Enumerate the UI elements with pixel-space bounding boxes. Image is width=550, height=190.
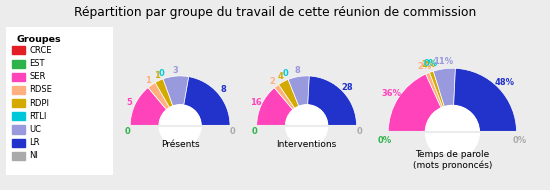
Text: 1: 1 [145,75,151,85]
Text: RDPI: RDPI [29,99,49,108]
Bar [12,99,25,107]
Text: LR: LR [29,138,40,147]
Bar [12,86,25,94]
Text: EST: EST [29,59,45,68]
Text: CRCE: CRCE [29,46,52,55]
Text: 4: 4 [278,72,283,81]
Wedge shape [433,68,455,107]
Wedge shape [130,88,167,126]
Text: 3: 3 [172,66,178,75]
Text: 5: 5 [126,98,133,107]
Text: 0: 0 [283,69,289,78]
Wedge shape [148,83,169,110]
Text: 8: 8 [220,85,226,94]
FancyBboxPatch shape [1,21,117,181]
Text: 2%: 2% [422,60,436,69]
Text: 0%: 0% [513,136,527,145]
Text: 0: 0 [158,69,164,78]
Wedge shape [279,79,299,108]
Bar [12,139,25,147]
Text: RTLI: RTLI [29,112,46,121]
Bar [12,73,25,81]
Bar [12,112,25,120]
Text: 8: 8 [295,66,300,75]
Text: Temps de parole
(mots prononcés): Temps de parole (mots prononcés) [412,150,492,170]
Text: 16: 16 [250,98,262,107]
Wedge shape [155,79,173,108]
Text: 11%: 11% [433,57,453,66]
Text: 0%: 0% [424,59,438,68]
Text: 48%: 48% [494,78,514,87]
Circle shape [285,105,328,147]
Text: Répartition par groupe du travail de cette réunion de commission: Répartition par groupe du travail de cet… [74,6,476,19]
Bar [12,152,25,160]
Text: 2%: 2% [417,62,432,71]
Text: Présents: Présents [161,140,200,149]
Text: 36%: 36% [382,89,402,98]
Text: SER: SER [29,72,46,81]
Wedge shape [163,76,189,106]
Wedge shape [257,88,293,126]
Text: 0: 0 [251,127,257,136]
Wedge shape [288,76,309,106]
Wedge shape [426,73,443,108]
Wedge shape [184,77,230,126]
Bar [12,125,25,134]
Text: 2: 2 [270,77,276,86]
Text: 0: 0 [356,127,362,136]
Text: 28: 28 [342,83,353,92]
Text: Groupes: Groupes [16,36,61,44]
Bar [12,59,25,68]
Wedge shape [430,71,444,107]
Text: 0: 0 [230,127,235,136]
Wedge shape [274,85,295,110]
Text: NI: NI [29,151,38,160]
Wedge shape [388,74,441,132]
Circle shape [426,105,479,159]
Text: 0%: 0% [378,136,392,145]
Wedge shape [308,76,356,126]
Text: 0: 0 [125,127,130,136]
Circle shape [159,105,201,147]
Wedge shape [454,68,516,132]
Text: RDSE: RDSE [29,85,52,94]
Text: UC: UC [29,125,41,134]
Text: Interventions: Interventions [277,140,337,149]
Bar [12,46,25,55]
Text: 1: 1 [153,71,160,80]
